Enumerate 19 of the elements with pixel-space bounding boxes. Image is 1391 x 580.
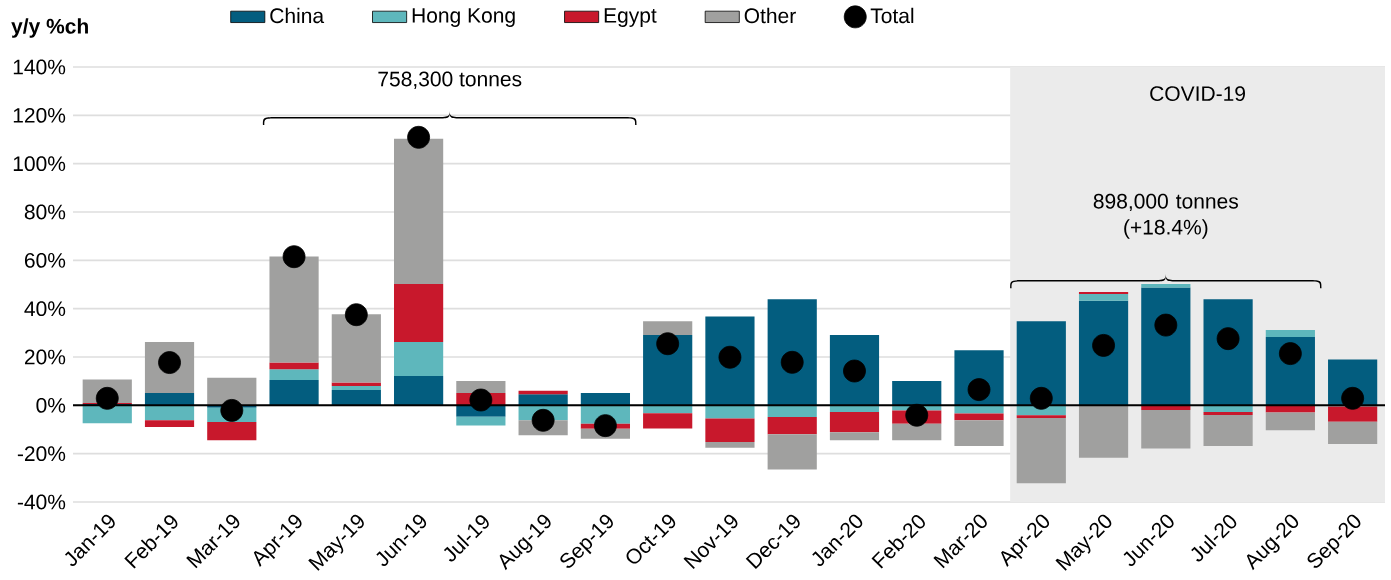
y-axis-title: y/y %ch [11,18,88,38]
legend-label: Total [870,7,914,24]
annotation: 758,300 tonnes [378,71,522,89]
y-tick-label: 40% [24,301,66,317]
legend-label: Hong Kong [412,8,515,27]
y-tick-label: 140% [13,59,66,75]
band-label: COVID-19 [1150,86,1245,102]
y-tick-label: -20% [17,446,66,462]
annotation: 898,000 tonnes (+18.4%) [1093,193,1238,239]
y-tick-label: 0% [36,397,66,413]
legend-label: Egypt [604,8,657,27]
y-tick-label: 120% [13,107,66,123]
legend-label: China [270,7,325,24]
y-tick-label: 100% [13,156,66,172]
legend-label: Other [744,7,796,24]
y-tick-label: -40% [17,494,66,510]
y-tick-label: 60% [24,252,66,268]
y-tick-label: 80% [24,204,66,220]
y-tick-label: 20% [24,349,66,365]
